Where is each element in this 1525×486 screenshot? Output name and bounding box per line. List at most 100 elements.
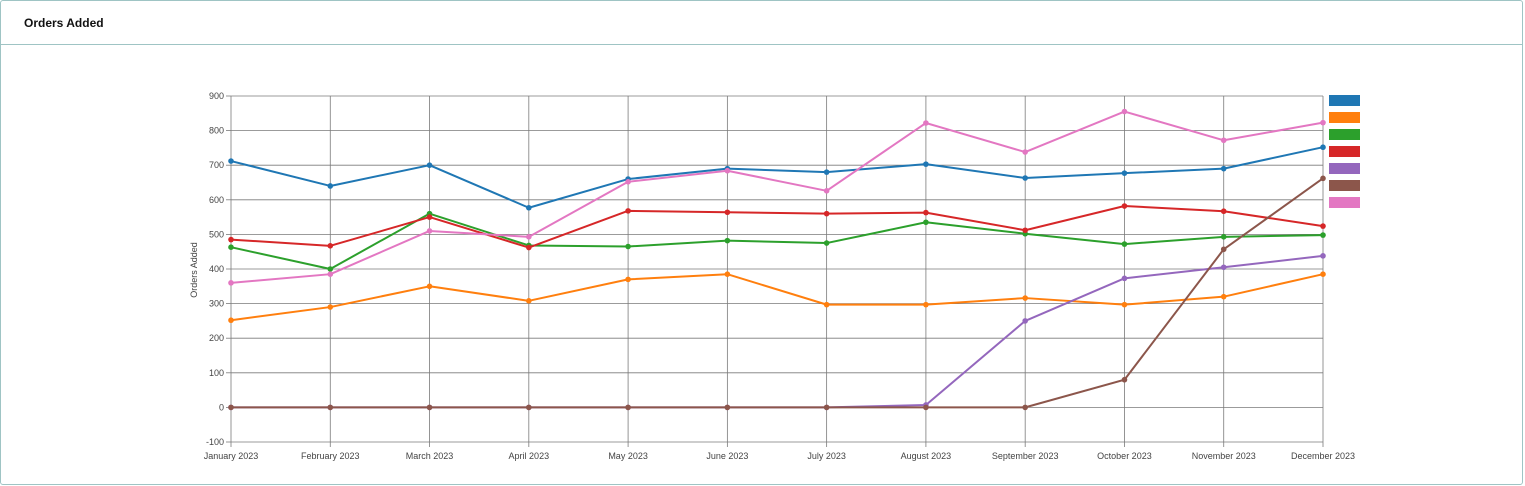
series-line: [231, 254, 1324, 409]
data-point[interactable]: [1320, 271, 1326, 277]
y-tick-label: 900: [209, 91, 224, 101]
data-point[interactable]: [923, 209, 929, 216]
panel-header: [1, 1, 1522, 45]
data-point[interactable]: [1220, 246, 1227, 253]
data-point[interactable]: [1121, 108, 1128, 115]
data-point[interactable]: [1220, 234, 1227, 240]
data-point[interactable]: [625, 276, 631, 283]
data-point[interactable]: [625, 179, 631, 185]
data-point[interactable]: [1022, 404, 1028, 411]
data-point[interactable]: [1220, 137, 1227, 144]
data-point[interactable]: [823, 188, 830, 194]
data-point[interactable]: [823, 169, 830, 175]
data-point[interactable]: [1320, 232, 1326, 238]
data-point[interactable]: [923, 120, 929, 126]
x-tick-label: November 2023: [1192, 451, 1256, 461]
data-point[interactable]: [327, 243, 334, 249]
data-point[interactable]: [426, 228, 433, 234]
series-3: [228, 210, 1326, 272]
data-point[interactable]: [1121, 241, 1128, 247]
data-point[interactable]: [1220, 293, 1227, 300]
data-point[interactable]: [426, 162, 433, 168]
data-point[interactable]: [724, 404, 731, 411]
series-lines: [228, 108, 1326, 411]
x-tick-label: March 2023: [406, 451, 454, 461]
legend-swatch[interactable]: [1329, 95, 1360, 106]
data-point[interactable]: [526, 404, 532, 411]
legend-swatch[interactable]: [1329, 146, 1360, 157]
data-point[interactable]: [923, 301, 929, 308]
data-point[interactable]: [1320, 175, 1326, 182]
data-point[interactable]: [228, 280, 234, 286]
data-point[interactable]: [823, 404, 830, 411]
data-point[interactable]: [228, 404, 234, 411]
data-point[interactable]: [426, 214, 433, 220]
data-point[interactable]: [1121, 203, 1128, 209]
data-point[interactable]: [724, 167, 731, 174]
data-point[interactable]: [823, 301, 830, 308]
data-point[interactable]: [327, 404, 334, 411]
data-point[interactable]: [1022, 295, 1028, 301]
series-6: [228, 175, 1326, 411]
series-line: [230, 110, 1324, 284]
data-point[interactable]: [923, 219, 929, 226]
data-point[interactable]: [1022, 175, 1028, 181]
series-7: [228, 108, 1326, 286]
series-4: [228, 203, 1326, 251]
data-point[interactable]: [1320, 223, 1326, 229]
data-point[interactable]: [327, 266, 334, 272]
legend[interactable]: [1329, 95, 1360, 208]
data-point[interactable]: [1121, 170, 1128, 176]
data-point[interactable]: [228, 244, 234, 251]
data-point[interactable]: [1121, 275, 1128, 282]
data-point[interactable]: [923, 161, 929, 167]
data-point[interactable]: [1320, 253, 1326, 259]
data-point[interactable]: [625, 208, 631, 214]
data-point[interactable]: [526, 244, 532, 251]
data-point[interactable]: [1220, 208, 1227, 215]
data-point[interactable]: [426, 283, 433, 290]
y-tick-label: 600: [209, 195, 224, 205]
data-point[interactable]: [1121, 376, 1128, 383]
data-point[interactable]: [823, 210, 830, 217]
legend-swatch[interactable]: [1329, 129, 1360, 140]
data-point[interactable]: [327, 304, 334, 310]
data-point[interactable]: [526, 298, 532, 304]
series-line: [231, 177, 1324, 409]
data-point[interactable]: [327, 183, 334, 189]
data-point[interactable]: [1220, 165, 1227, 172]
data-point[interactable]: [625, 243, 631, 250]
data-point[interactable]: [724, 209, 731, 216]
legend-swatch[interactable]: [1329, 112, 1360, 123]
x-tick-labels: January 2023 February 2023 March 2023 April…: [204, 451, 1355, 461]
data-point[interactable]: [1022, 318, 1028, 324]
data-point[interactable]: [724, 271, 731, 277]
data-point[interactable]: [426, 404, 433, 411]
data-point[interactable]: [526, 204, 532, 211]
data-point[interactable]: [1320, 144, 1326, 151]
data-point[interactable]: [1220, 264, 1227, 271]
data-point[interactable]: [228, 236, 234, 243]
legend-swatch[interactable]: [1329, 197, 1360, 208]
x-tick-label: August 2023: [901, 451, 952, 461]
data-point[interactable]: [625, 404, 631, 411]
y-tick-label: 200: [209, 333, 224, 343]
data-point[interactable]: [1022, 149, 1028, 155]
data-point[interactable]: [327, 271, 334, 277]
data-point[interactable]: [724, 237, 731, 244]
legend-swatch[interactable]: [1329, 180, 1360, 191]
data-point[interactable]: [228, 158, 234, 164]
x-tick-label: April 2023: [509, 451, 550, 461]
x-tick-label: February 2023: [301, 451, 360, 461]
x-tick-label: October 2023: [1097, 451, 1152, 461]
series-line: [230, 205, 1324, 249]
data-point[interactable]: [823, 240, 830, 246]
data-point[interactable]: [228, 317, 234, 324]
data-point[interactable]: [1121, 301, 1128, 308]
data-point[interactable]: [1022, 227, 1028, 234]
data-point[interactable]: [923, 404, 929, 411]
data-point[interactable]: [1320, 119, 1326, 126]
data-point[interactable]: [526, 234, 532, 240]
legend-swatch[interactable]: [1329, 163, 1360, 174]
